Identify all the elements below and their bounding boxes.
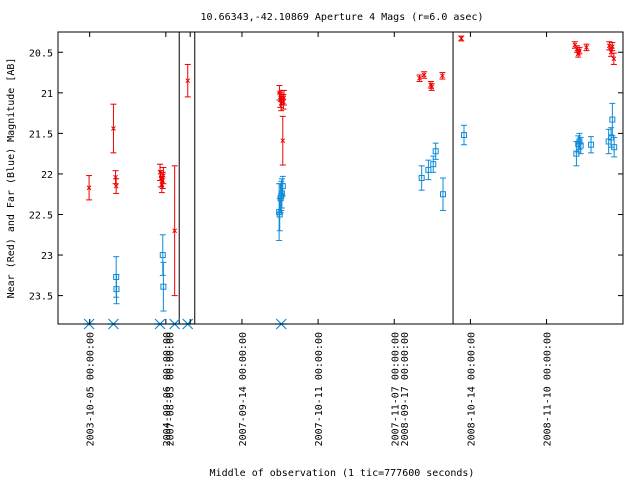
y-tick-label: 23.5 [29, 292, 53, 303]
point-stroke [440, 73, 445, 79]
point-stroke [86, 185, 92, 191]
point-stroke [281, 99, 286, 105]
data-point [111, 126, 116, 131]
data-point [425, 166, 432, 173]
x-tick-label: 2007-10-11 00:00:00 [314, 332, 325, 446]
point-stroke [111, 126, 116, 131]
y-axis: 20.5 21 21.5 22 22.5 23 23.5 [29, 48, 623, 303]
data-point [276, 211, 283, 218]
x-tick-label: 2004-09-06 00:00:00 [162, 332, 173, 446]
data-point [159, 252, 166, 259]
data-point [572, 42, 578, 48]
y-axis-label: Near (Red) and Far (Blue) Magnitude [AB] [6, 58, 17, 299]
data-point [86, 185, 92, 191]
x-tick-label: 2007-09-14 00:00:00 [238, 332, 249, 446]
plot-area [83, 32, 618, 330]
data-point [577, 142, 584, 149]
data-point [439, 191, 446, 198]
x-tick-label: 2007-11-07 00:00:00 [390, 332, 401, 446]
point-stroke [160, 178, 166, 183]
point-stroke [577, 48, 582, 54]
data-point [160, 178, 166, 183]
x-tick-label: 2008-11-10 00:00:00 [543, 332, 554, 446]
data-point [461, 132, 468, 139]
data-point [611, 56, 617, 62]
data-point [458, 36, 464, 41]
point-stroke [161, 173, 166, 178]
point-stroke [281, 95, 287, 101]
data-point [429, 84, 435, 90]
point-stroke [429, 84, 435, 90]
data-point [185, 78, 191, 84]
x-axis-label: Middle of observation (1 tic=777600 seco… [210, 468, 475, 479]
y-tick-label: 21 [41, 89, 53, 100]
y-tick-label: 21.5 [29, 129, 53, 140]
data-point [609, 44, 615, 49]
data-point [281, 95, 287, 101]
data-point [280, 138, 286, 144]
point-stroke [280, 138, 286, 144]
data-point [609, 116, 616, 123]
plot-frame [57, 31, 624, 325]
data-point [113, 286, 120, 293]
point-stroke [113, 183, 119, 189]
data-point [279, 183, 286, 190]
chart-title: 10.66343,-42.10869 Aperture 4 Mags (r=6.… [201, 12, 484, 23]
point-stroke [458, 36, 464, 41]
point-stroke [172, 228, 178, 234]
data-point [584, 45, 589, 50]
data-point [430, 161, 437, 168]
x-tick-label: 2003-10-05 00:00:00 [86, 332, 97, 446]
x-tick-label: 2007-08-03 00:00:00 [165, 332, 176, 446]
data-point [172, 228, 178, 234]
y-tick-label: 20.5 [29, 48, 53, 59]
point-stroke [584, 45, 589, 50]
data-point [588, 141, 595, 148]
data-point [161, 173, 166, 178]
point-stroke [611, 56, 617, 62]
point-stroke [185, 78, 191, 84]
x-tick-label: 2008-09-17 00:00:00 [400, 332, 411, 446]
data-point [421, 72, 427, 78]
data-point [611, 144, 618, 151]
data-point [576, 138, 583, 145]
data-point [160, 283, 167, 290]
point-stroke [572, 42, 578, 48]
data-point [281, 99, 286, 105]
y-tick-label: 22.5 [29, 211, 53, 222]
point-stroke [421, 72, 427, 78]
data-point [432, 148, 439, 155]
x-axis: 2003-10-05 00:00:00 2004-09-06 00:00:0020… [86, 32, 554, 446]
data-point [113, 183, 119, 189]
point-stroke [428, 82, 434, 88]
x-tick-label: 2008-10-14 00:00:00 [466, 332, 477, 446]
point-stroke [609, 44, 615, 49]
data-point [577, 48, 582, 54]
y-tick-label: 22 [41, 170, 53, 181]
y-tick-label: 23 [41, 251, 53, 262]
data-point [418, 175, 425, 181]
point-stroke [417, 75, 422, 81]
data-point [440, 73, 445, 79]
data-point [417, 75, 422, 81]
